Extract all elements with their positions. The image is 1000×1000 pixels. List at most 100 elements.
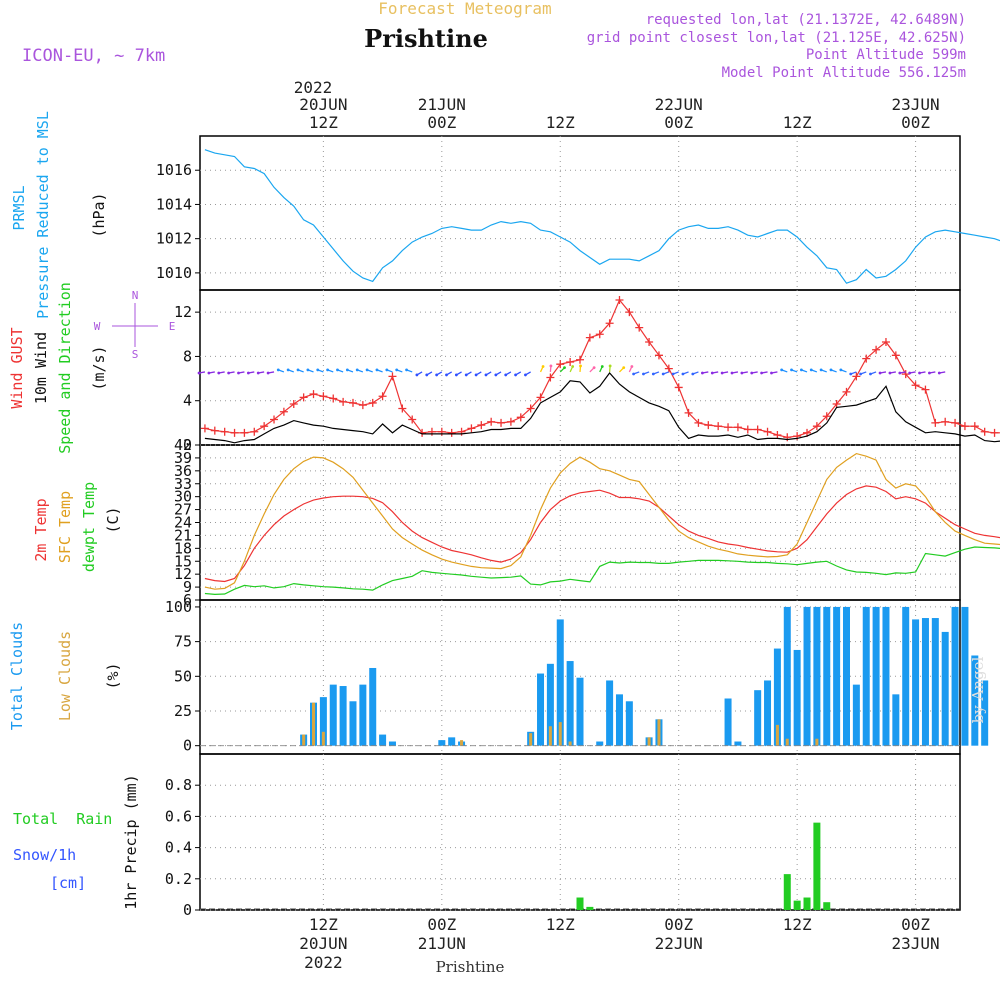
wind-direction-arrow-head	[296, 368, 300, 372]
wind-direction-arrow-head	[217, 371, 221, 375]
wind-speed-dir-label: Speed and Direction	[56, 282, 74, 454]
bottom-time-label: 23JUN	[891, 934, 939, 953]
gust-marker	[398, 404, 407, 413]
wind-direction-arrow-head	[898, 371, 902, 375]
low-clouds-bar	[548, 726, 552, 746]
wind-ytick-label: 4	[183, 392, 192, 410]
top-year-label: 2022	[294, 78, 333, 97]
gust-marker	[477, 421, 486, 430]
rain-bar	[576, 897, 584, 910]
pressure-ytick-label: 1014	[156, 195, 192, 213]
gust-marker	[980, 427, 989, 436]
gust-marker	[872, 345, 881, 354]
gust-marker	[220, 427, 229, 436]
panel-precip: 0 0.2 0.4 0.6 0.8	[165, 753, 961, 919]
gust-marker	[368, 398, 377, 407]
bottom-time-label: 2022	[304, 953, 343, 972]
total-clouds-bar	[625, 701, 633, 746]
gust-marker	[674, 383, 683, 392]
gust-marker	[437, 427, 446, 436]
total-clouds-bar	[803, 606, 811, 746]
gust-marker	[457, 427, 466, 436]
total-clouds-bar	[566, 661, 574, 746]
gust-marker	[467, 424, 476, 433]
total-clouds-bar	[734, 741, 742, 746]
gust-marker	[260, 422, 269, 431]
gust-marker	[566, 357, 575, 366]
wind-direction-arrow-head	[608, 364, 612, 368]
wind-direction-arrow-head	[524, 373, 527, 377]
wind-direction-arrow-head	[928, 371, 931, 375]
wind-direction-arrow-head	[849, 372, 853, 376]
top-time-label: 12Z	[309, 113, 338, 132]
gust-marker	[615, 295, 624, 304]
wind-direction-arrow-head	[454, 373, 458, 377]
wind-direction-arrow-head	[286, 368, 290, 372]
panels: 1010101210141016048126912151821242730333…	[156, 135, 1000, 919]
wind-direction-arrow-head	[790, 368, 793, 372]
gust-marker	[891, 351, 900, 360]
clouds-ytick-label: 50	[174, 667, 192, 685]
compass-w: W	[94, 320, 101, 333]
total-clouds-bar	[438, 740, 446, 746]
total-clouds-bar	[329, 684, 337, 746]
gust-marker	[733, 423, 742, 432]
wind-direction-arrow-head	[671, 372, 675, 376]
point-altitude: Point Altitude 599m	[806, 47, 966, 63]
wind-direction-arrow-head	[740, 371, 744, 375]
gust-marker	[487, 417, 496, 426]
total-clouds-bar	[339, 686, 347, 746]
top-time-label: 12Z	[783, 113, 812, 132]
gust-marker	[556, 360, 565, 369]
low-clouds-bar	[558, 722, 562, 746]
total-clouds-bar	[842, 606, 850, 746]
gust-marker	[546, 373, 555, 382]
gust-marker	[408, 415, 417, 424]
wind-direction-arrow-head	[869, 372, 872, 376]
low-clouds-bar	[321, 731, 325, 746]
gust-marker	[506, 417, 515, 426]
wind-direction-arrow-head	[395, 368, 399, 372]
bottom-time-label: 00Z	[664, 915, 693, 934]
chart-subtitle: Forecast Meteogram	[378, 0, 551, 18]
total-clouds-bar	[852, 684, 860, 746]
wind-direction-arrow-head	[839, 368, 843, 372]
total-clouds-bar	[448, 737, 456, 746]
temp-dewpt-label: dewpt Temp	[80, 482, 98, 572]
snow-unit-label: [cm]	[50, 874, 86, 892]
gust-marker	[842, 387, 851, 396]
total-clouds-bar	[319, 697, 327, 746]
panel-wind: 0 4 8 12	[174, 289, 1000, 454]
gust-marker	[684, 408, 693, 417]
low-clouds-bar	[460, 740, 464, 746]
wind-direction-arrow-head	[632, 372, 635, 376]
compass-n: N	[132, 289, 139, 302]
wind-direction-arrow-head	[464, 373, 468, 377]
precip-ytick-label: 0	[183, 901, 192, 919]
low-clouds-bar	[647, 737, 651, 746]
gust-marker	[348, 398, 357, 407]
gust-marker	[822, 412, 831, 421]
temperature-series-2m-temp	[204, 485, 1000, 583]
gust-marker	[704, 421, 713, 430]
wind-direction-arrow-head	[494, 373, 498, 377]
temperature-ytick-label: 39	[174, 449, 192, 467]
wind-direction-arrow-head	[937, 371, 941, 375]
temp-sfc-label: SFC Temp	[56, 491, 74, 563]
temperature-ytick-label: 33	[174, 475, 192, 493]
gust-marker	[812, 422, 821, 431]
wind-direction-arrow-head	[345, 368, 349, 372]
gust-marker	[832, 400, 841, 409]
wind-direction-arrow-head	[710, 371, 714, 375]
top-time-label: 20JUN	[299, 95, 347, 114]
wind-direction-arrow-head	[888, 371, 892, 375]
total-clouds-bar	[902, 606, 910, 746]
rain-bar	[793, 900, 801, 910]
gust-marker	[279, 407, 288, 416]
low-clouds-bar	[815, 738, 819, 746]
rain-bar	[586, 906, 594, 910]
gust-marker	[378, 392, 387, 401]
total-clouds-bar	[724, 698, 732, 746]
